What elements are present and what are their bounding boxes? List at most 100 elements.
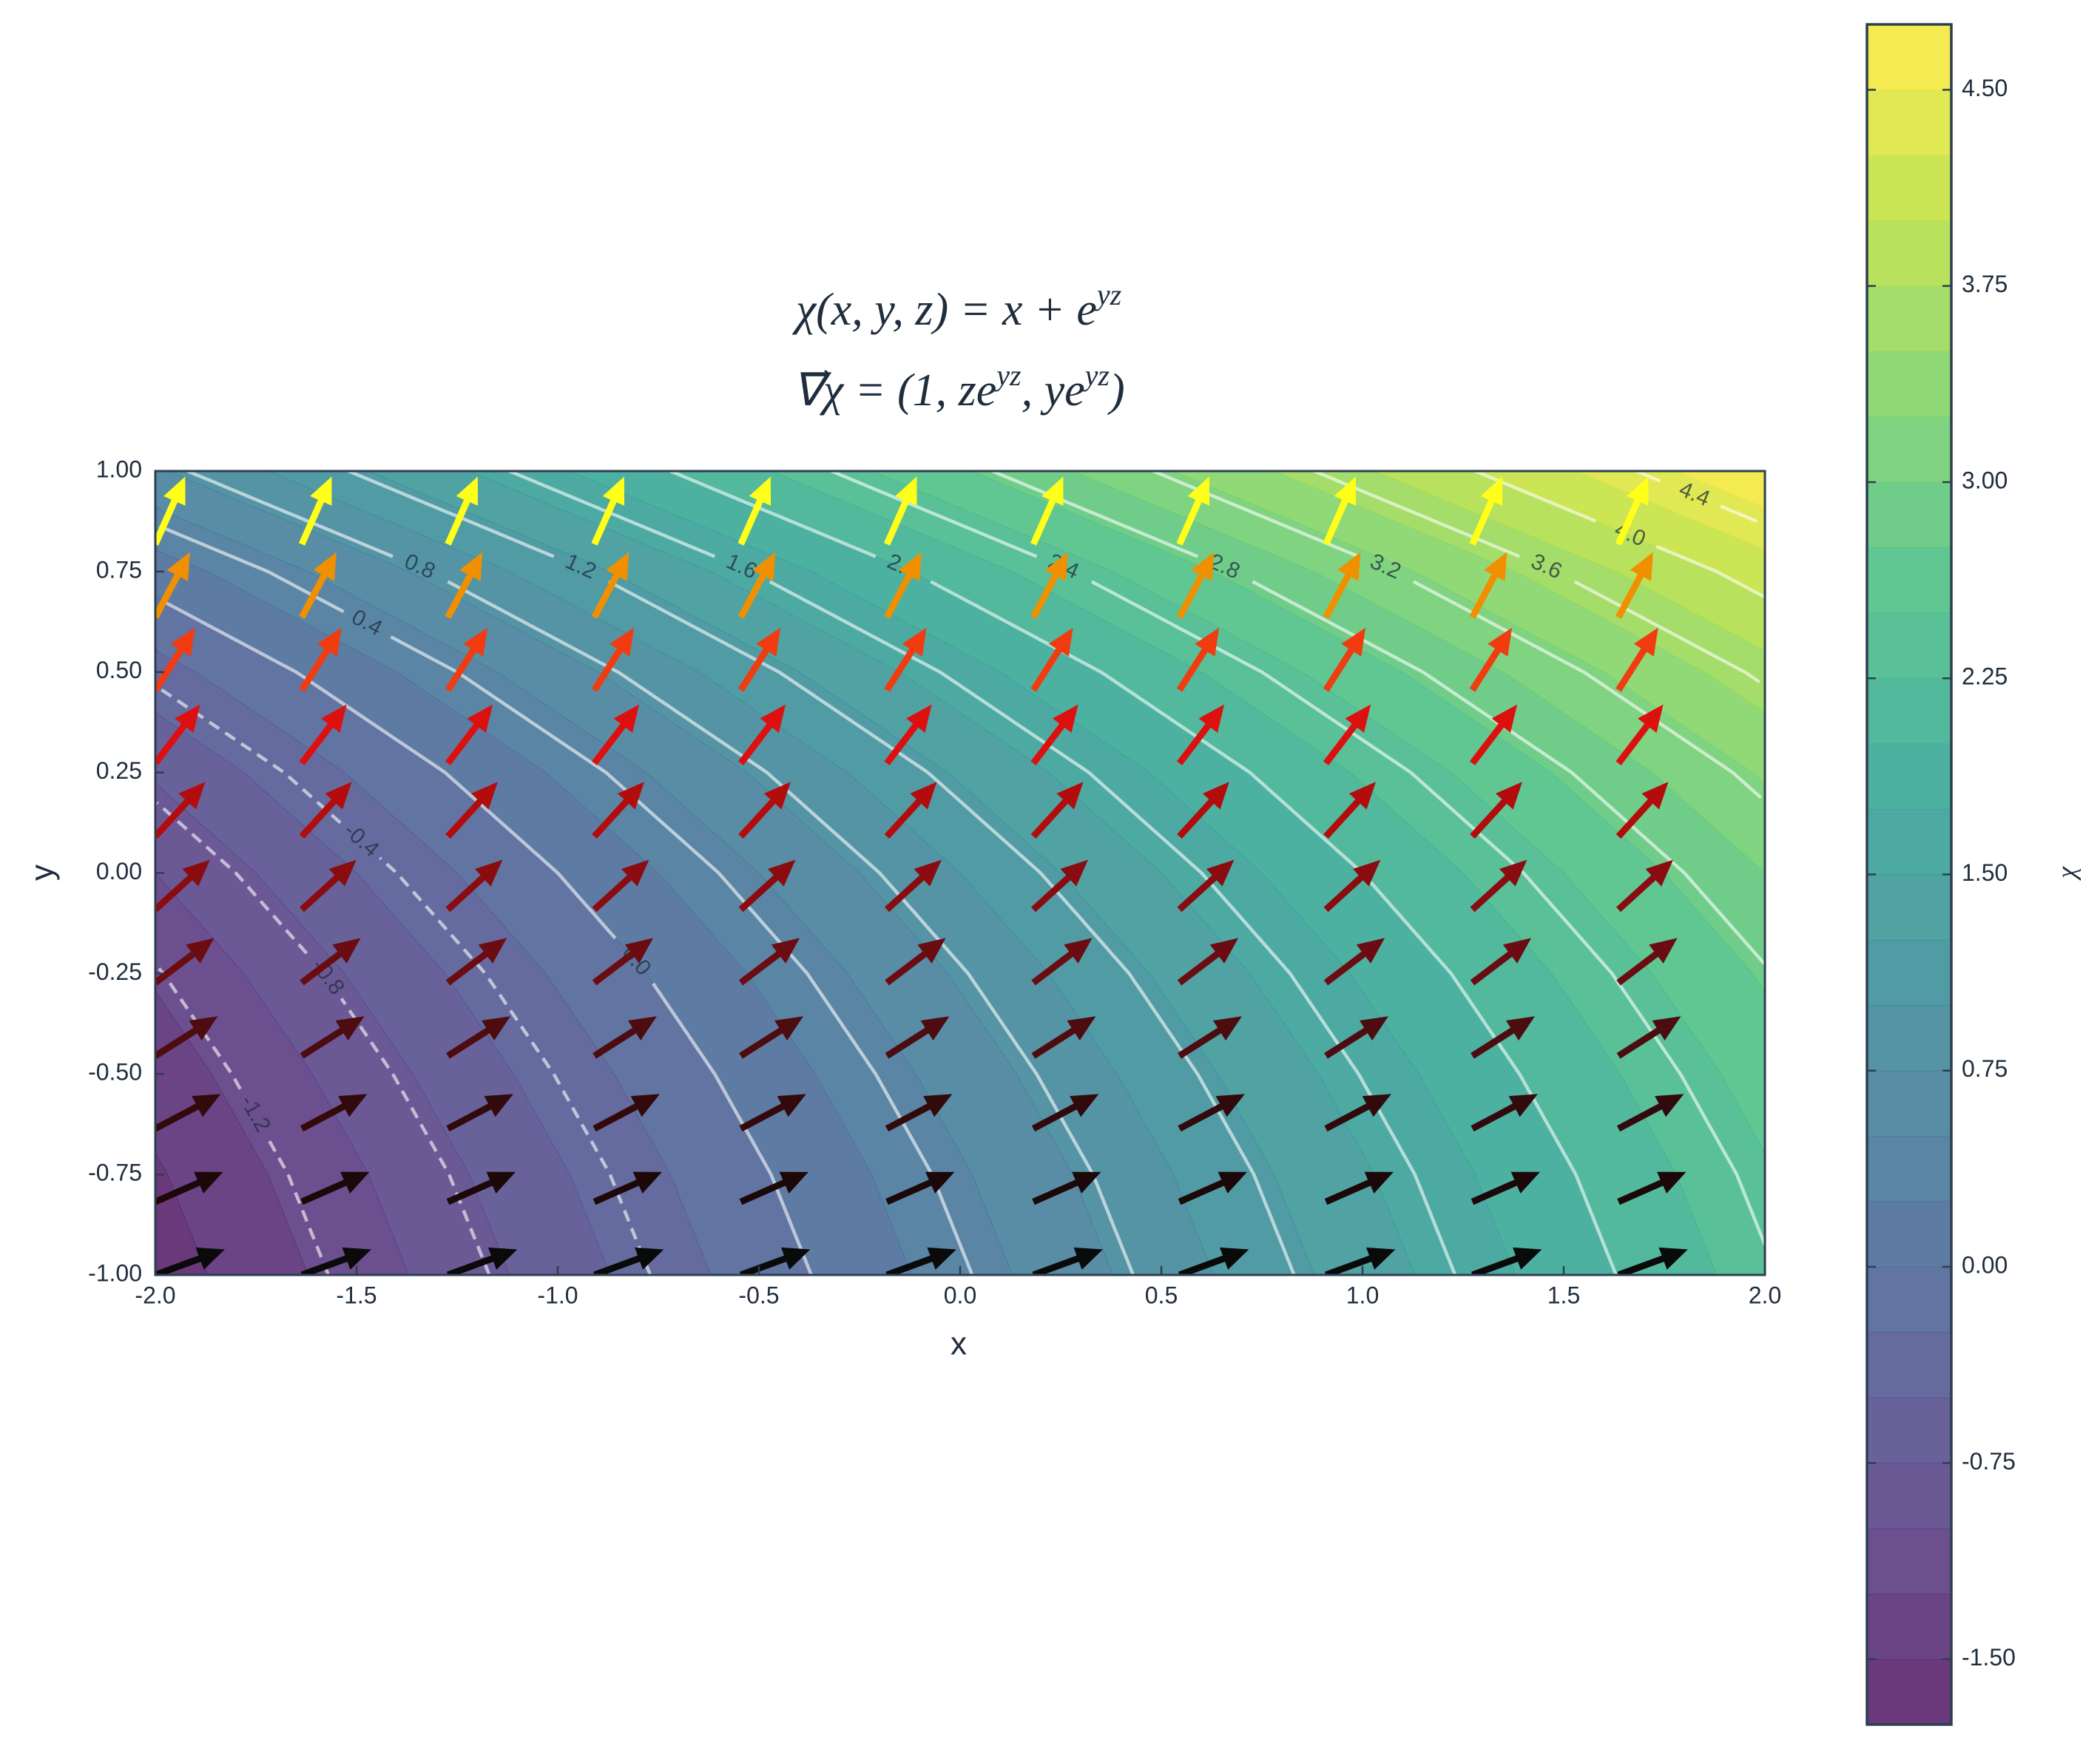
colorbar-label: χ (2051, 866, 2081, 881)
arrow (1032, 1247, 1103, 1275)
x-tick-label: -2.0 (135, 1282, 175, 1308)
colorbar-band (1867, 809, 1951, 875)
contour-band (155, 471, 209, 1275)
arrow (1323, 859, 1381, 913)
arrow (1176, 627, 1220, 692)
contour-line (508, 471, 1457, 1275)
arrow (300, 1171, 370, 1205)
arrow (1030, 552, 1068, 619)
y-tick-label: 1.00 (96, 456, 142, 482)
arrow (1030, 627, 1073, 692)
x-axis-label: x (951, 1326, 967, 1362)
arrow (155, 1016, 218, 1059)
arrow (1324, 1171, 1394, 1205)
arrow (1323, 938, 1385, 986)
arrow (737, 552, 776, 619)
arrow (592, 859, 649, 913)
arrow (1469, 627, 1513, 692)
arrow (446, 1094, 513, 1132)
title-part: χ(x, y, z) = x + e (792, 285, 1097, 335)
arrow (1323, 476, 1356, 546)
arrow (299, 704, 347, 765)
arrow (1324, 1016, 1388, 1059)
arrow (445, 627, 488, 692)
arrow (1617, 1247, 1688, 1275)
arrow (1178, 1016, 1242, 1059)
colorbar-band (1867, 1463, 1951, 1529)
arrow (300, 859, 357, 913)
contour-line (831, 471, 1765, 1246)
arrow (884, 704, 932, 765)
contour-band (469, 471, 1516, 1275)
arrow (300, 1094, 368, 1132)
arrow (1324, 1247, 1396, 1275)
arrow (300, 1016, 365, 1059)
colorbar-band (1867, 1005, 1951, 1072)
arrow (1030, 704, 1078, 765)
arrow (1323, 552, 1361, 619)
arrow (1616, 938, 1678, 986)
contour-line (1635, 471, 1758, 523)
arrow (1176, 476, 1209, 546)
arrow (1469, 552, 1508, 619)
arrow (155, 938, 215, 986)
arrow (1469, 476, 1502, 546)
arrow (592, 1094, 660, 1132)
arrow (1323, 782, 1376, 839)
arrow (445, 938, 507, 986)
colorbar-band (1867, 874, 1951, 941)
y-tick-label: 0.75 (96, 556, 142, 583)
arrow (1178, 1247, 1249, 1275)
arrow (1177, 782, 1229, 839)
arrow (591, 552, 629, 619)
arrow (737, 704, 786, 765)
arrow (885, 1016, 950, 1059)
title-part: yz (1082, 359, 1110, 392)
arrow (885, 1094, 953, 1132)
contour-band (1173, 471, 1765, 1275)
arrow (1471, 1016, 1535, 1059)
arrow (739, 1171, 808, 1205)
arrow (591, 704, 640, 765)
arrow (155, 476, 186, 546)
arrow (883, 476, 917, 546)
title-part: ) (1107, 365, 1125, 416)
arrow (1324, 1094, 1391, 1132)
arrow (884, 552, 922, 619)
arrow (298, 476, 332, 546)
arrow (1177, 859, 1235, 913)
colorbar-band (1867, 547, 1951, 614)
contour-band (155, 471, 1114, 1275)
contour-line (348, 471, 1296, 1275)
arrow (155, 859, 210, 913)
colorbar-band (1867, 743, 1951, 810)
colorbar-band (1867, 1659, 1951, 1725)
contour-line (991, 471, 1765, 965)
arrow (1471, 1247, 1542, 1275)
arrow (1178, 1094, 1245, 1132)
arrow (885, 859, 942, 913)
arrow (1030, 476, 1064, 546)
contour-line (158, 967, 330, 1275)
arrow (445, 476, 478, 546)
arrow (592, 938, 654, 986)
arrow (299, 552, 337, 619)
y-tick-label: 0.25 (96, 757, 142, 784)
y-tick-label: 0.00 (96, 858, 142, 884)
colorbar-tick-label: -1.50 (1962, 1644, 2016, 1671)
y-tick-label: -1.00 (88, 1259, 142, 1286)
arrow (592, 782, 644, 839)
arrow (446, 1171, 516, 1205)
y-tick-label: 0.50 (96, 657, 142, 683)
arrow (155, 552, 190, 619)
contour-line (669, 471, 1618, 1275)
contour-band (368, 471, 1416, 1275)
arrow (1470, 859, 1527, 913)
colorbar-band (1867, 155, 1951, 221)
colorbar-tick-label: -0.75 (1962, 1448, 2016, 1475)
colorbar-tick-label: 1.50 (1962, 859, 2008, 886)
arrow (1471, 1171, 1540, 1205)
colorbar-band (1867, 612, 1951, 679)
arrow (1470, 938, 1532, 986)
